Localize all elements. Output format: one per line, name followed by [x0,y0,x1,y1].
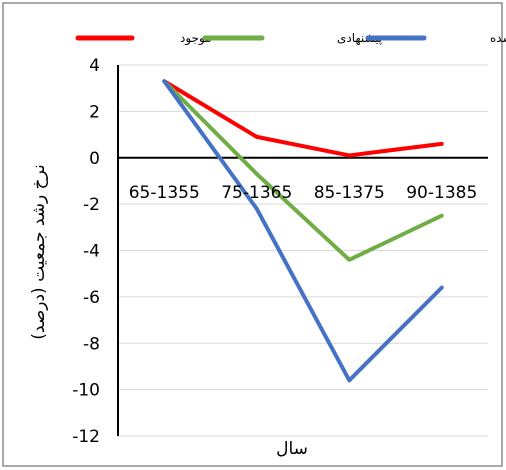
x-tick-label: 90-1385 [406,183,477,203]
y-tick-label: -4 [83,242,100,262]
y-tick-label: -2 [83,195,100,215]
y-tick-label: -12 [72,427,100,447]
y-tick-label: 2 [89,102,100,122]
x-axis-title: سال [276,439,308,459]
y-tick-label: 0 [89,149,100,169]
x-tick-label: 75-1365 [221,183,292,203]
y-tick-label: -10 [72,381,100,401]
y-tick-label: 4 [89,56,100,76]
y-tick-label: -6 [83,288,100,308]
x-tick-label: 65-1355 [129,183,200,203]
x-tick-label: 85-1375 [314,183,385,203]
y-axis-title: نرخ رشد جمعیت (درصد) [29,164,49,339]
y-tick-label: -8 [83,334,100,354]
legend-label-2: کالیبره شده [490,31,506,46]
